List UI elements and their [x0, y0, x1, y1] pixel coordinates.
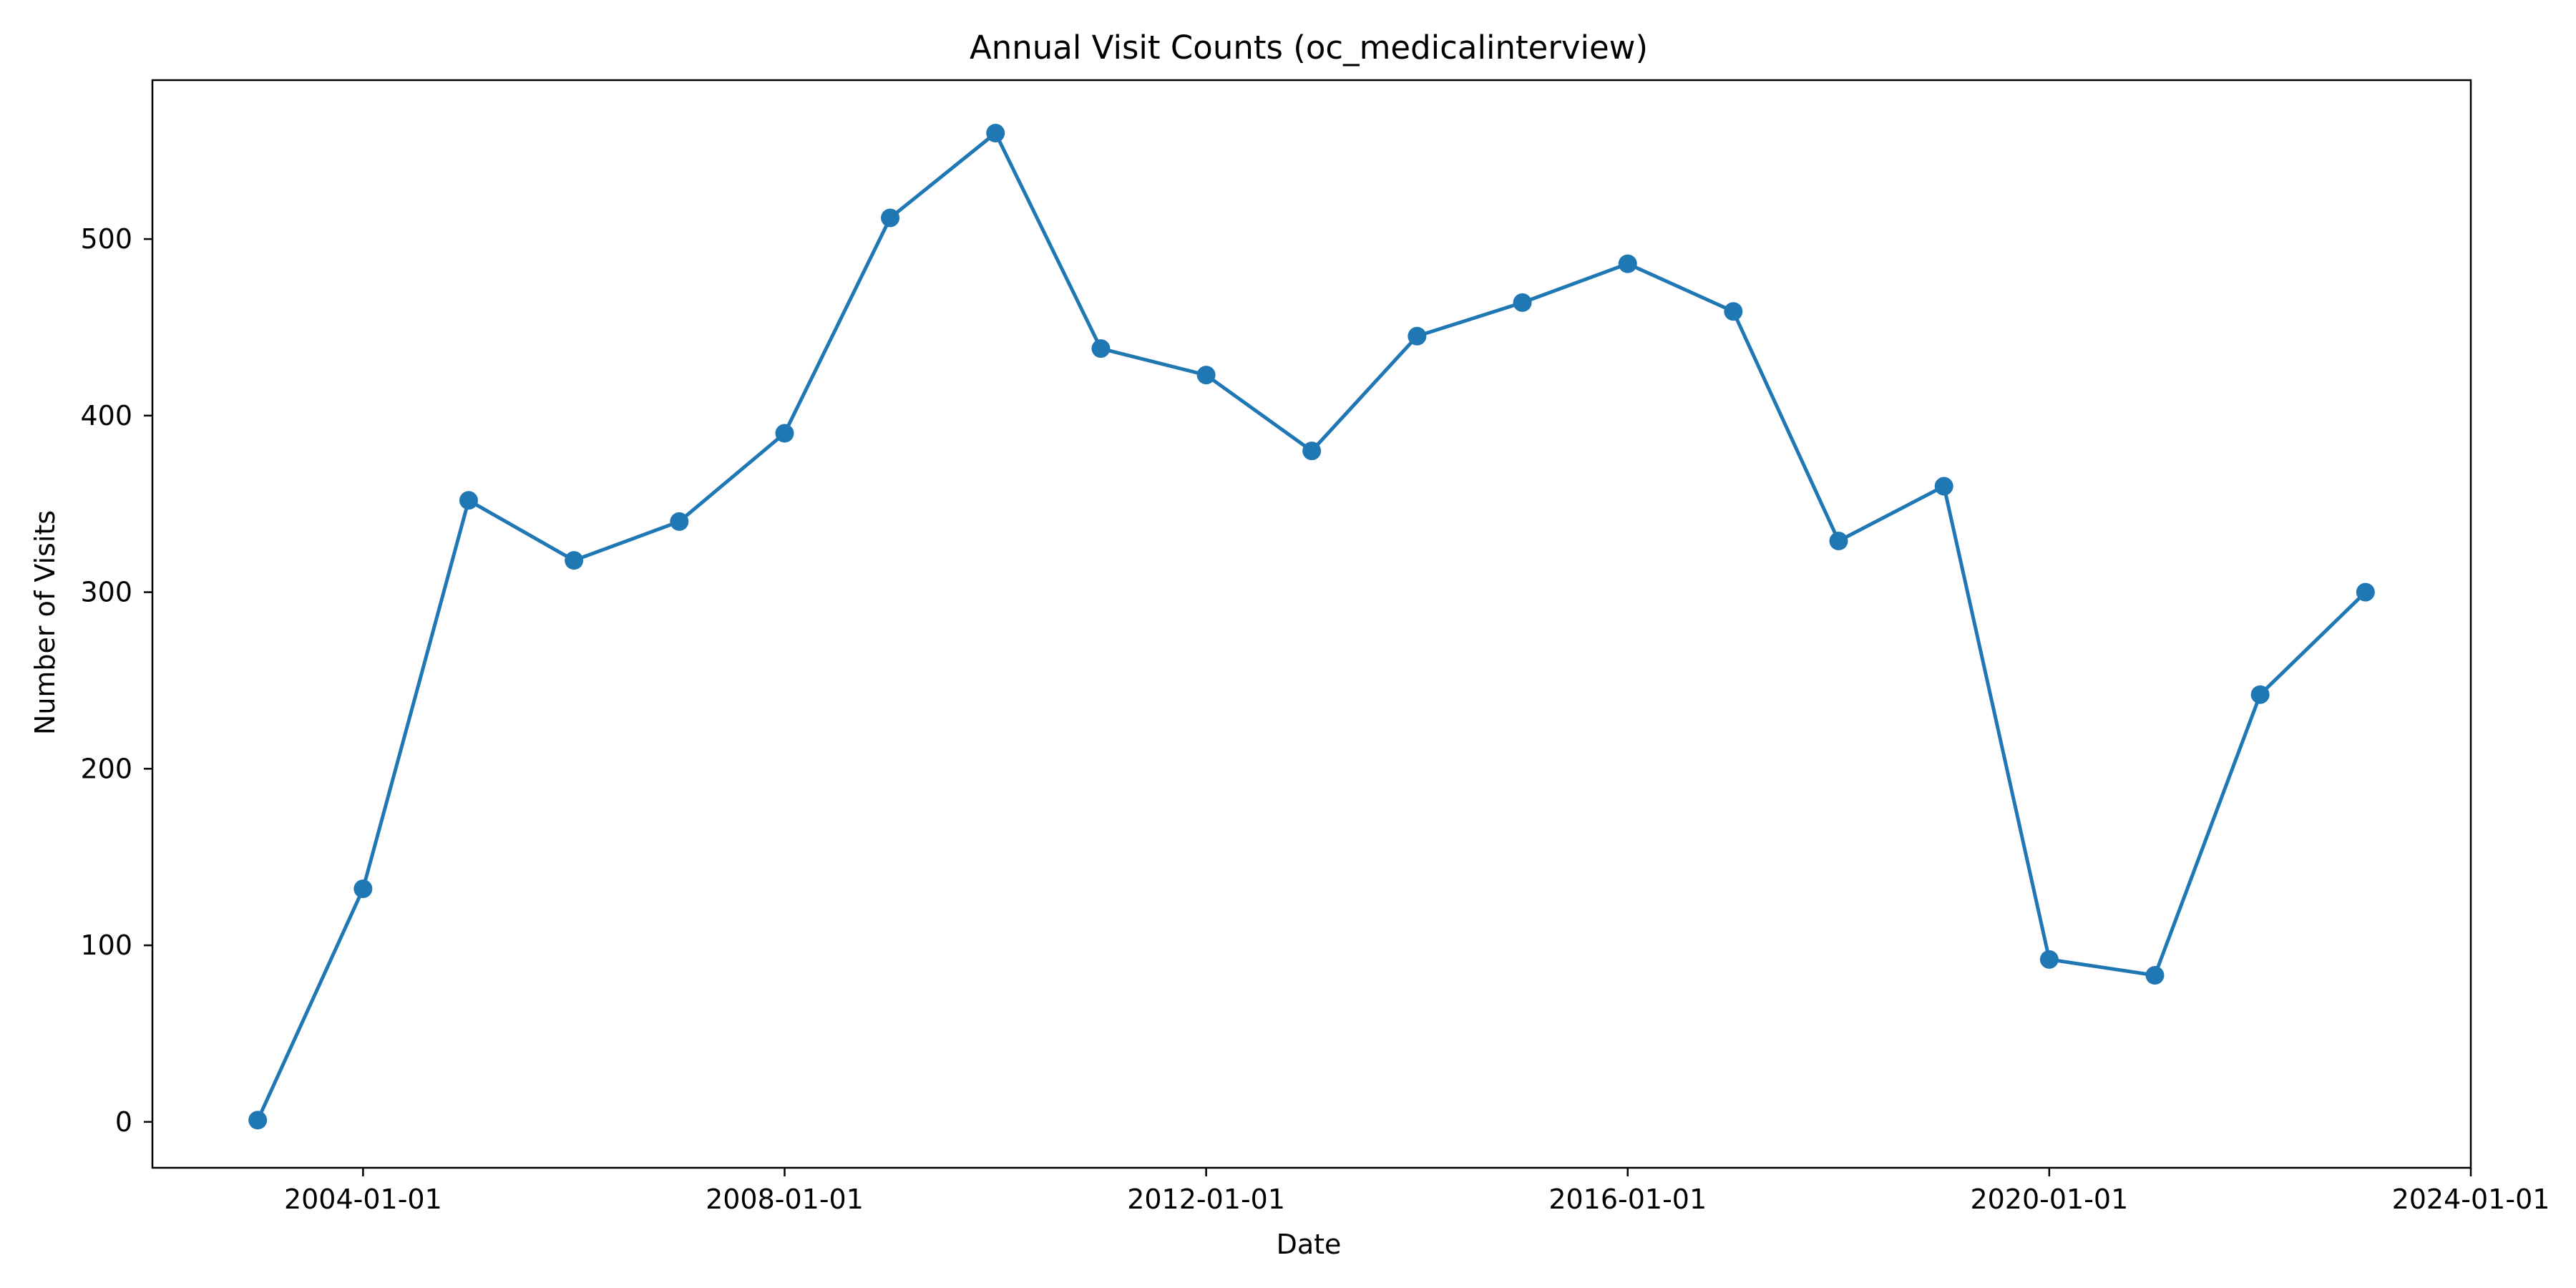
- data-point: [881, 208, 900, 228]
- data-point: [2039, 950, 2059, 969]
- data-point: [1407, 326, 1427, 346]
- axes-frame: [151, 79, 2472, 1169]
- data-point: [1618, 254, 1637, 273]
- x-tick-label: 2016-01-01: [1548, 1184, 1707, 1215]
- y-tick-label: 300: [80, 577, 132, 608]
- x-tick-label: 2024-01-01: [2392, 1184, 2550, 1215]
- data-point: [1302, 441, 1322, 461]
- data-point: [459, 491, 478, 510]
- data-point: [2250, 685, 2270, 704]
- x-tick-label: 2008-01-01: [706, 1184, 864, 1215]
- y-axis-label: Number of Visits: [29, 510, 61, 735]
- data-point: [1934, 477, 1953, 496]
- data-point: [565, 551, 584, 570]
- data-point: [1724, 302, 1743, 321]
- data-point: [1091, 339, 1111, 358]
- y-tick-label: 200: [80, 753, 132, 784]
- y-tick-label: 400: [80, 400, 132, 431]
- x-tick-label: 2020-01-01: [1970, 1184, 2128, 1215]
- series-line: [255, 131, 2367, 1121]
- data-point: [2145, 966, 2165, 985]
- data-point: [353, 879, 373, 899]
- x-tick-label: 2004-01-01: [284, 1184, 442, 1215]
- y-tick-label: 500: [80, 223, 132, 255]
- data-point: [775, 424, 794, 443]
- data-point: [2356, 582, 2375, 602]
- chart-title: Annual Visit Counts (oc_medicalinterview…: [970, 29, 1648, 67]
- data-point: [1196, 366, 1216, 385]
- data-point: [1513, 293, 1532, 312]
- x-tick-label: 2012-01-01: [1127, 1184, 1285, 1215]
- data-point: [670, 512, 689, 531]
- data-point: [248, 1111, 268, 1130]
- data-point: [1829, 532, 1848, 551]
- y-tick-label: 0: [115, 1106, 132, 1138]
- x-axis-label: Date: [1277, 1229, 1342, 1260]
- y-tick-label: 100: [80, 930, 132, 961]
- plot-area: 0 100 200 300 400 500 2004-01-01 2008-01-01 2012…: [80, 79, 2550, 1215]
- data-point: [986, 124, 1005, 143]
